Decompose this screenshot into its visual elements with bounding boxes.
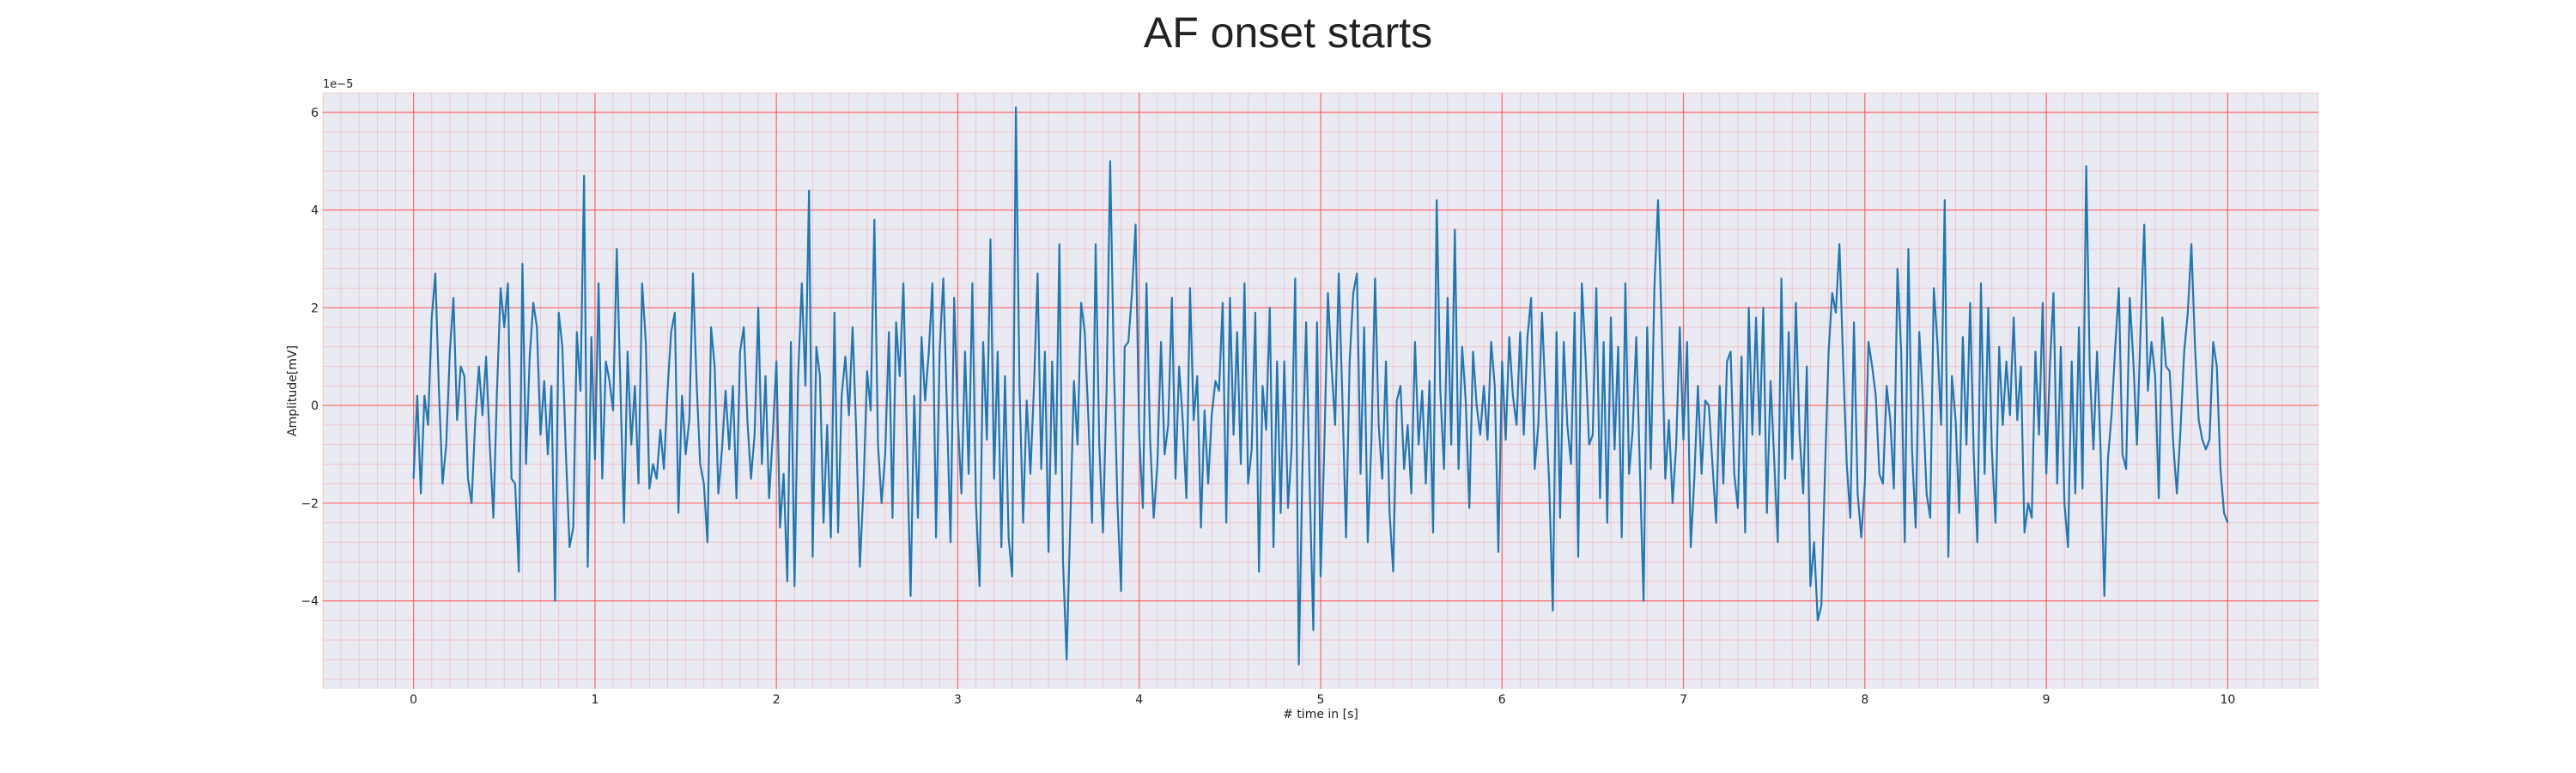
x-tick-label: 1 <box>591 693 598 707</box>
series-layer <box>412 107 2229 666</box>
x-tick-label: 7 <box>1680 693 1687 707</box>
x-tick-label: 2 <box>773 693 781 707</box>
x-tick-label: 3 <box>954 693 962 707</box>
x-tick-label: 5 <box>1317 693 1325 707</box>
y-tick-label: 2 <box>311 301 319 315</box>
y-tick-label: 6 <box>311 107 319 120</box>
major-grid <box>323 93 2318 689</box>
x-tick-label: 9 <box>2043 693 2050 707</box>
y-tick-label: −4 <box>301 595 319 609</box>
x-tick-label: 8 <box>1861 693 1868 707</box>
x-tick-label: 10 <box>2220 693 2235 707</box>
y-axis-label: Amplitude[mV] <box>286 345 300 436</box>
chart-title: AF onset starts <box>1144 9 1432 57</box>
y-tick-label: 0 <box>311 399 319 413</box>
y-tick-label: −2 <box>301 497 319 511</box>
y-offset-label: 1e−5 <box>323 78 353 91</box>
x-axis-label: # time in [s] <box>1283 708 1358 721</box>
x-tick-label: 0 <box>410 693 417 707</box>
y-tick-label: 4 <box>311 204 319 218</box>
y-axis: −4 −2 0 2 4 6 <box>301 107 319 609</box>
signal-line <box>412 107 2229 666</box>
x-tick-label: 4 <box>1135 693 1143 707</box>
x-axis: 0 1 2 3 4 5 6 7 8 9 10 <box>410 693 2235 707</box>
x-tick-label: 6 <box>1498 693 1506 707</box>
